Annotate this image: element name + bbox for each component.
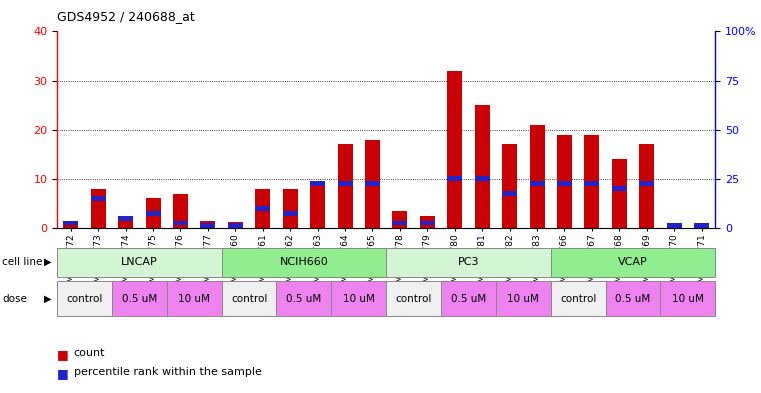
Bar: [276, 281, 331, 316]
Text: count: count: [74, 348, 105, 358]
Text: NCIH660: NCIH660: [279, 257, 328, 267]
Bar: [365, 140, 380, 228]
Bar: [167, 281, 221, 316]
Bar: [639, 181, 654, 186]
Bar: [228, 223, 243, 228]
Bar: [393, 211, 407, 228]
Bar: [221, 248, 386, 277]
Text: control: control: [66, 294, 103, 304]
Bar: [310, 181, 325, 186]
Bar: [441, 281, 496, 316]
Text: LNCAP: LNCAP: [121, 257, 158, 267]
Bar: [63, 223, 78, 228]
Bar: [551, 248, 715, 277]
Bar: [386, 248, 551, 277]
Text: PC3: PC3: [457, 257, 479, 267]
Bar: [63, 220, 78, 226]
Text: percentile rank within the sample: percentile rank within the sample: [74, 367, 262, 377]
Bar: [475, 176, 490, 181]
Bar: [255, 189, 270, 228]
Text: ■: ■: [57, 348, 68, 361]
Bar: [694, 223, 709, 228]
Bar: [551, 281, 606, 316]
Bar: [557, 134, 572, 228]
Bar: [612, 186, 627, 191]
Bar: [118, 216, 133, 220]
Bar: [502, 144, 517, 228]
Text: control: control: [396, 294, 431, 304]
Bar: [365, 181, 380, 186]
Text: GDS4952 / 240688_at: GDS4952 / 240688_at: [57, 10, 195, 23]
Bar: [331, 281, 386, 316]
Text: ▶: ▶: [44, 294, 52, 304]
Bar: [584, 181, 600, 186]
Bar: [221, 281, 276, 316]
Bar: [173, 220, 188, 226]
Bar: [420, 216, 435, 228]
Text: ■: ■: [57, 367, 68, 380]
Bar: [255, 206, 270, 211]
Text: 10 uM: 10 uM: [672, 294, 704, 304]
Bar: [118, 218, 133, 228]
Text: 0.5 uM: 0.5 uM: [122, 294, 157, 304]
Bar: [420, 220, 435, 226]
Text: ▶: ▶: [44, 257, 52, 267]
Bar: [282, 211, 298, 216]
Bar: [112, 281, 167, 316]
Bar: [530, 181, 545, 186]
Bar: [530, 125, 545, 228]
Text: cell line: cell line: [2, 257, 43, 267]
Bar: [612, 159, 627, 228]
Bar: [57, 281, 112, 316]
Bar: [338, 144, 352, 228]
Bar: [639, 144, 654, 228]
Bar: [661, 281, 715, 316]
Text: 10 uM: 10 uM: [508, 294, 540, 304]
Bar: [145, 211, 161, 216]
Bar: [91, 196, 106, 201]
Bar: [557, 181, 572, 186]
Bar: [310, 181, 325, 228]
Bar: [667, 223, 682, 228]
Bar: [57, 248, 221, 277]
Bar: [496, 281, 551, 316]
Text: 0.5 uM: 0.5 uM: [451, 294, 486, 304]
Text: dose: dose: [2, 294, 27, 304]
Text: VCAP: VCAP: [618, 257, 648, 267]
Bar: [475, 105, 490, 228]
Text: 10 uM: 10 uM: [343, 294, 374, 304]
Text: 0.5 uM: 0.5 uM: [616, 294, 651, 304]
Bar: [393, 220, 407, 226]
Bar: [502, 191, 517, 196]
Bar: [447, 176, 463, 181]
Bar: [667, 223, 682, 228]
Text: control: control: [231, 294, 267, 304]
Bar: [200, 223, 215, 228]
Bar: [338, 181, 352, 186]
Bar: [91, 189, 106, 228]
Bar: [447, 71, 463, 228]
Bar: [200, 220, 215, 228]
Bar: [584, 134, 600, 228]
Bar: [173, 193, 188, 228]
Bar: [228, 222, 243, 228]
Bar: [145, 198, 161, 228]
Bar: [694, 223, 709, 228]
Bar: [606, 281, 661, 316]
Bar: [386, 281, 441, 316]
Text: 10 uM: 10 uM: [178, 294, 210, 304]
Text: 0.5 uM: 0.5 uM: [286, 294, 322, 304]
Bar: [282, 189, 298, 228]
Text: control: control: [560, 294, 597, 304]
